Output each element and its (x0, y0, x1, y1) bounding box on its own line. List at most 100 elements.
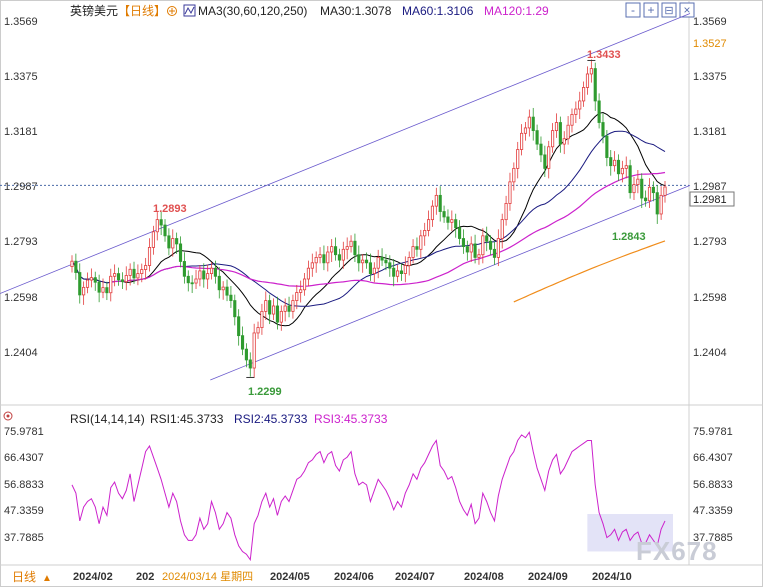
candle-body (458, 227, 462, 239)
candle-body (512, 167, 516, 183)
candle-body (613, 159, 617, 167)
candle-body (558, 122, 562, 145)
price-tick: 1.2793 (4, 236, 38, 248)
candle-body (244, 348, 248, 361)
period-button-arrow: ▲ (42, 573, 52, 584)
candle-body (109, 275, 113, 294)
period-tag[interactable]: 【日线】 (118, 4, 166, 18)
price-tick-highlight: 1.3527 (693, 38, 727, 50)
candle-body (256, 327, 260, 334)
candle-body (120, 279, 124, 283)
x-tick-partial: 202 (136, 571, 154, 583)
candle-body (446, 216, 450, 223)
price-layer (0, 13, 691, 381)
ma120-line (110, 171, 666, 287)
candle-body (492, 248, 497, 258)
rsi-tick: 56.8833 (693, 479, 733, 491)
candle-body (516, 149, 520, 169)
candle-body (124, 275, 128, 283)
candle-body (178, 243, 183, 262)
period-button[interactable] (1, 567, 55, 586)
candle-body (399, 270, 404, 274)
candle-body (640, 178, 644, 199)
rsi-tick: 47.3359 (693, 505, 733, 517)
price-tick: 1.3569 (4, 16, 38, 28)
rsi-tick: 47.3359 (4, 505, 44, 517)
candle-body (496, 238, 500, 258)
rsi-tick: 37.7885 (693, 532, 733, 544)
candle-body (547, 146, 551, 169)
candle-body (551, 130, 555, 148)
zoom-out-button[interactable] (625, 2, 641, 18)
candle-body (438, 194, 442, 212)
candle-body (415, 246, 419, 250)
candle-body (147, 247, 152, 266)
candle-body (175, 238, 179, 245)
zoom-in-button[interactable] (643, 2, 659, 18)
candle-body (89, 277, 93, 281)
close-glyph: × (683, 3, 690, 17)
rsi-settings-icon[interactable] (3, 411, 13, 421)
candle-body (337, 254, 341, 261)
candle-body (136, 273, 140, 279)
candle-body (252, 332, 256, 369)
candle-body (384, 259, 388, 264)
candle-body (283, 305, 287, 312)
candle-body (392, 267, 396, 277)
candle-body (97, 281, 101, 293)
price-tick: 1.3181 (693, 126, 727, 138)
candle-body (186, 275, 190, 284)
candle-body (396, 270, 400, 277)
candle-body (372, 267, 376, 274)
candle-body (353, 240, 357, 256)
candle-body (469, 243, 473, 253)
candle-body (454, 219, 458, 229)
x-tick: 2024/10 (592, 571, 632, 583)
price-tick: 1.2987 (693, 181, 727, 193)
candle-body (609, 157, 613, 167)
candle-body (380, 257, 384, 261)
candle-body (566, 124, 570, 140)
cursor-date: 2024/03/14 星期四 (162, 570, 253, 583)
candle-body (554, 122, 559, 132)
price-axis: 1.3569 1.3527 1.3375 1.3181 1.2987 1.279… (689, 16, 735, 359)
current-price-label: 1.2981 (693, 194, 727, 206)
candle-body (473, 243, 477, 258)
candle-body (368, 262, 373, 274)
candle-body (167, 235, 171, 249)
candle-body (442, 211, 446, 218)
candle-body (504, 203, 508, 221)
rsi-axis: 75.9781 66.4307 56.8833 47.3359 37.7885 … (4, 426, 733, 544)
rsi-layer (71, 430, 673, 562)
candle-body (589, 68, 593, 75)
candle-body (287, 305, 291, 312)
indicator-toggle-icon[interactable] (183, 4, 196, 17)
candle-body (217, 275, 221, 291)
candle-body (318, 254, 322, 258)
settings-icon[interactable] (167, 6, 177, 16)
candle-body (655, 192, 659, 215)
close-button[interactable] (679, 2, 695, 18)
candle-body (632, 184, 636, 194)
candle-body (562, 138, 566, 145)
candle-body (221, 286, 225, 291)
candle-body (333, 246, 338, 256)
price-tick: 1.2598 (4, 292, 38, 304)
rsi2-value: RSI2:45.3733 (234, 412, 308, 426)
x-tick: 2024/06 (334, 571, 374, 583)
rsi-tick: 37.7885 (4, 532, 44, 544)
ma250-line (513, 240, 666, 303)
candle-body (155, 219, 159, 233)
x-tick: 2024/07 (395, 571, 435, 583)
restore-button[interactable] (661, 2, 677, 18)
candle-body (450, 219, 454, 223)
candle-body (93, 277, 97, 283)
candle-body (477, 254, 481, 258)
candle-body (508, 181, 512, 204)
rsi-header: RSI(14,14,14) RSI1:45.3733 RSI2:45.3733 … (3, 411, 388, 426)
rsi-tick: 75.9781 (693, 426, 733, 438)
rsi-label: RSI(14,14,14) (70, 412, 145, 426)
candle-body (527, 116, 531, 129)
